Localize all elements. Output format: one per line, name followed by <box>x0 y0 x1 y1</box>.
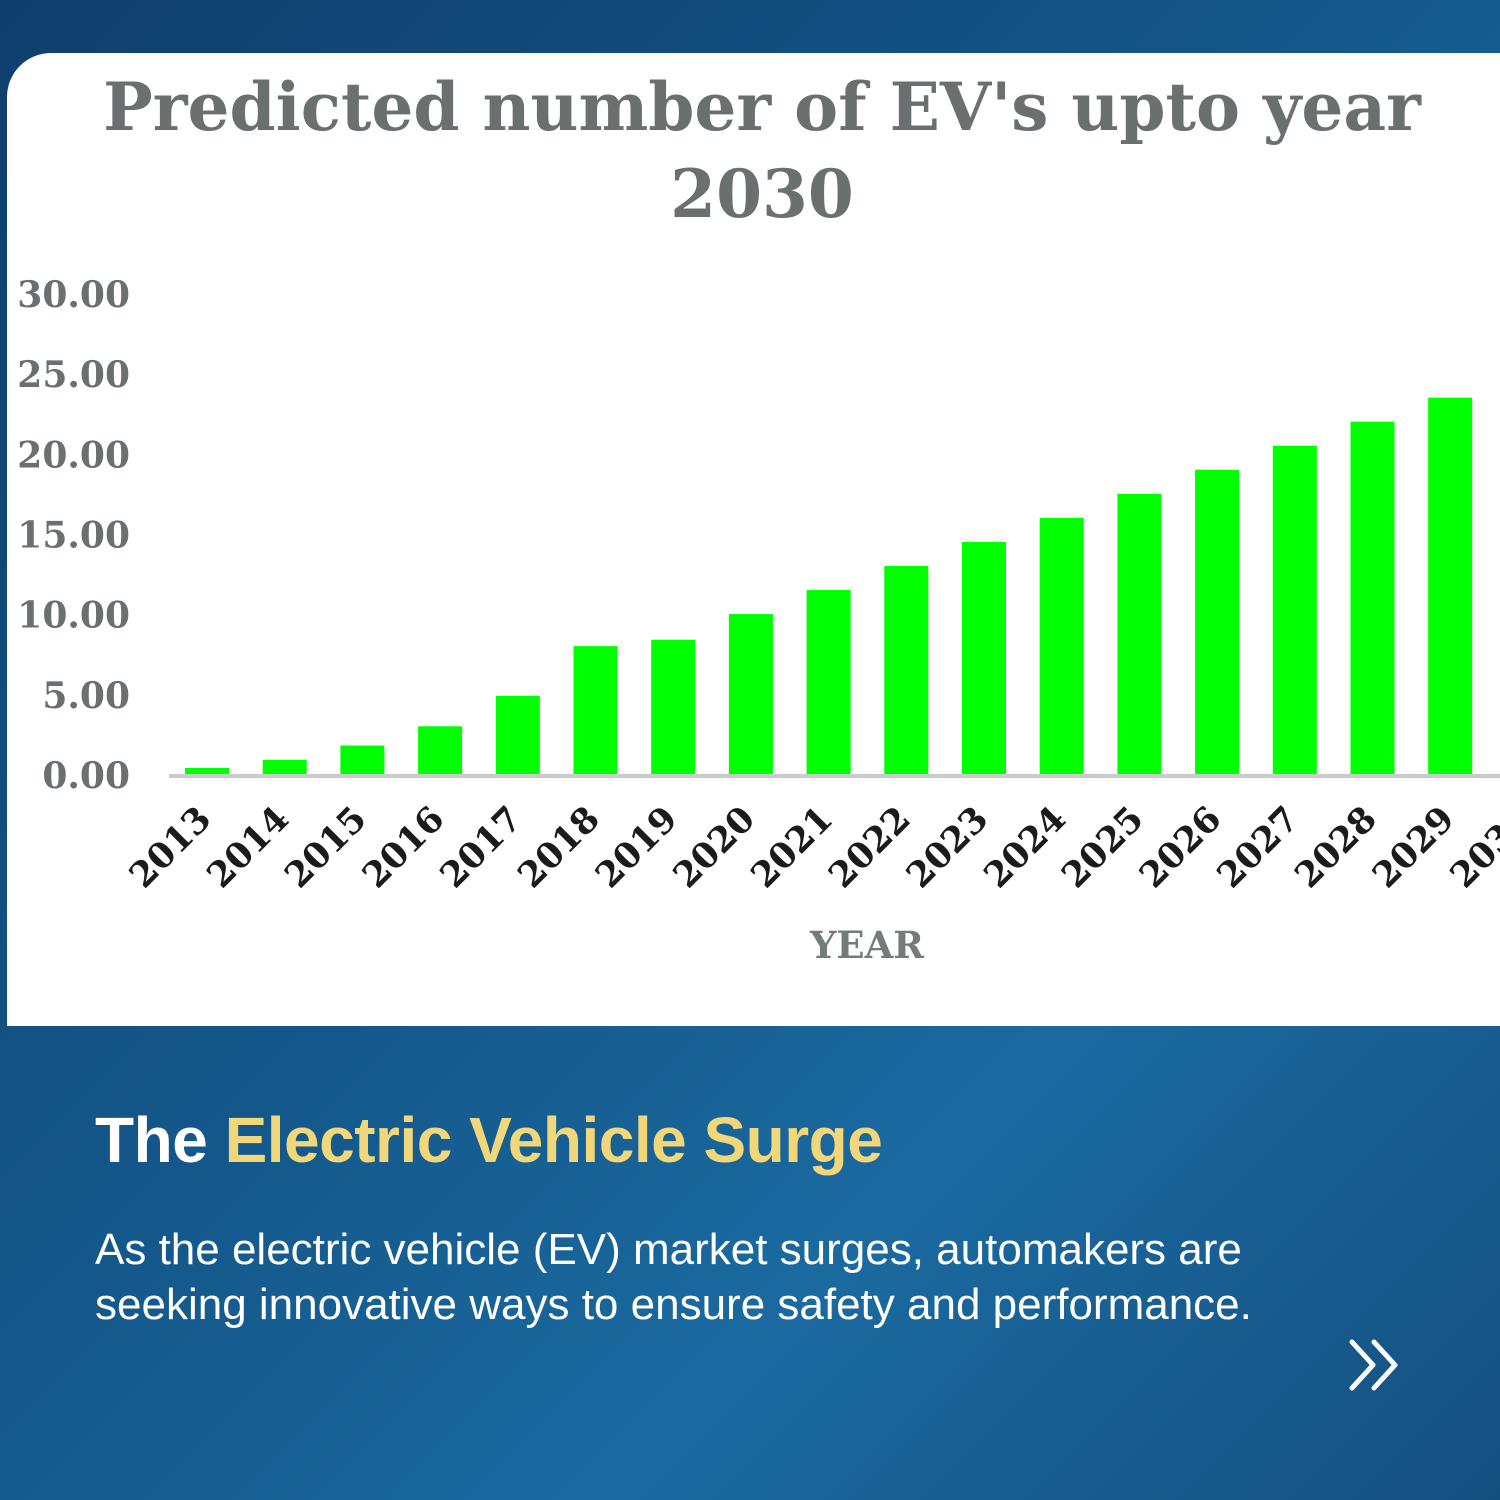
bar-2021 <box>806 590 851 776</box>
y-tick-label: 30.00 <box>17 274 130 316</box>
bar-2016 <box>418 726 463 776</box>
x-tick-label-2016: 2016 <box>355 798 453 896</box>
y-tick-label: 25.00 <box>17 354 130 396</box>
headline-lead: The <box>95 1104 225 1176</box>
x-tick-label-2026: 2026 <box>1132 798 1230 896</box>
bar-2025 <box>1117 493 1162 776</box>
bar-2013 <box>185 767 229 776</box>
y-tick-label: 5.00 <box>42 675 130 717</box>
x-tick-label-2017: 2017 <box>432 798 530 896</box>
chart-card: Predicted number of EV's upto year 2030 … <box>7 53 1500 1026</box>
bar-2019 <box>651 639 696 776</box>
double-chevron-right-icon <box>1349 1339 1398 1391</box>
x-tick-label-2027: 2027 <box>1209 798 1307 896</box>
x-tick-label-2030: 2030 <box>1442 798 1500 896</box>
bar-2017 <box>495 695 540 776</box>
y-axis-ticks: 0.00 5.00 10.00 15.00 20.00 25.00 30.00 <box>17 274 130 797</box>
x-tick-label-2013: 2013 <box>121 798 219 896</box>
x-tick-label-2019: 2019 <box>588 798 686 896</box>
x-axis-ticks: 2013201420152016201720182019202020212022… <box>121 798 1500 896</box>
next-button[interactable] <box>1340 1330 1410 1400</box>
x-tick-label-2018: 2018 <box>510 798 608 896</box>
x-tick-label-2024: 2024 <box>976 798 1074 896</box>
x-tick-label-2025: 2025 <box>1054 798 1152 896</box>
bar-2014 <box>262 759 307 776</box>
headline-accent: Electric Vehicle Surge <box>224 1104 883 1176</box>
y-tick-label: 20.00 <box>17 434 130 476</box>
bar-2020 <box>728 614 773 776</box>
chart-title-line-1: Predicted number of EV's upto year <box>103 68 1422 146</box>
x-tick-label-2021: 2021 <box>743 798 841 896</box>
y-tick-label: 10.00 <box>17 595 130 637</box>
x-tick-label-2015: 2015 <box>277 798 375 896</box>
bar-2027 <box>1272 445 1317 776</box>
x-axis-title: YEAR <box>809 923 924 967</box>
bar-chart: Predicted number of EV's upto year 2030 … <box>17 68 1500 967</box>
y-tick-label: 0.00 <box>42 755 130 797</box>
bar-2015 <box>340 745 385 776</box>
x-tick-label-2014: 2014 <box>199 798 297 896</box>
bar-2029 <box>1428 397 1473 776</box>
bar-2028 <box>1350 421 1395 776</box>
bar-2024 <box>1039 517 1084 776</box>
y-tick-label: 15.00 <box>17 515 130 557</box>
bar-2026 <box>1195 469 1240 776</box>
x-tick-label-2022: 2022 <box>821 798 919 896</box>
bar-2022 <box>884 565 929 776</box>
description: As the electric vehicle (EV) market surg… <box>95 1225 1252 1329</box>
headline: The Electric Vehicle Surge <box>95 1103 883 1177</box>
bar-2018 <box>573 646 618 776</box>
bars <box>185 397 1473 776</box>
chart-title-line-2: 2030 <box>670 155 854 233</box>
x-tick-label-2020: 2020 <box>665 798 763 896</box>
x-tick-label-2028: 2028 <box>1287 798 1385 896</box>
x-tick-label-2029: 2029 <box>1365 798 1463 896</box>
bar-2023 <box>962 541 1006 776</box>
x-tick-label-2023: 2023 <box>898 798 996 896</box>
